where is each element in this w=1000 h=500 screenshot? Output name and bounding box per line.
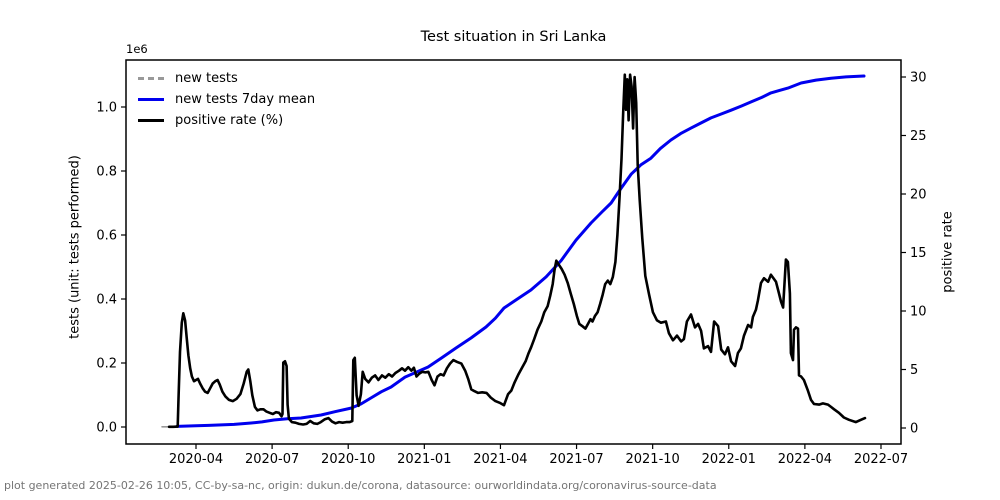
- dashed-line-swatch-icon: [138, 76, 164, 80]
- series-positive-rate--line: [167, 73, 867, 429]
- legend-item-label: new tests: [175, 70, 238, 86]
- y-left-tick-label: 0.0: [96, 421, 117, 436]
- y-right-tick-label: 0: [910, 422, 918, 437]
- legend-item-new-tests-7day-mean: new tests 7day mean: [138, 91, 316, 107]
- y-right-tick-label: 30: [910, 71, 927, 86]
- x-tick-label: 2021-01: [397, 452, 451, 467]
- y-left-tick-label: 0.8: [96, 165, 117, 180]
- data-series-group: [161, 73, 867, 429]
- y-right-tick-label: 5: [910, 363, 918, 378]
- x-tick-label: 2021-07: [549, 452, 603, 467]
- y-left-axis-ticks: 0.0 0.2 0.4 0.6 0.8 1.0: [96, 101, 126, 436]
- series-new-tests-7day-mean-line: [175, 74, 866, 428]
- y-left-axis-label: tests (unit: tests performed): [67, 155, 83, 339]
- y-right-tick-label: 15: [910, 246, 927, 261]
- y-left-offset-text: 1e6: [126, 42, 148, 56]
- chart-title: Test situation in Sri Lanka: [420, 29, 607, 45]
- y-right-axis-ticks: 0 5 10 15 20 25 30: [901, 71, 927, 437]
- y-right-tick-label: 10: [910, 305, 927, 320]
- solid-line-swatch-icon: [138, 97, 164, 101]
- x-tick-label: 2022-07: [854, 452, 908, 467]
- legend-item-label: positive rate (%): [175, 112, 284, 128]
- y-left-tick-label: 0.6: [96, 229, 117, 244]
- x-axis-ticks: 2020-04 2020-07 2020-10 2021-01 2021-04 2021-…: [169, 444, 908, 467]
- x-tick-label: 2022-04: [778, 452, 832, 467]
- x-tick-label: 2022-01: [702, 452, 756, 467]
- legend-item-new-tests: new tests: [138, 70, 315, 86]
- y-right-tick-label: 25: [910, 129, 927, 144]
- x-tick-label: 2020-04: [169, 452, 223, 467]
- footer-credit: plot generated 2025-02-26 10:05, CC-by-s…: [4, 479, 717, 492]
- x-tick-label: 2020-10: [321, 452, 375, 467]
- y-left-tick-label: 0.4: [96, 293, 117, 308]
- x-tick-label: 2020-07: [245, 452, 299, 467]
- legend-item-positive-rate: positive rate (%): [138, 112, 315, 128]
- x-tick-label: 2021-04: [473, 452, 527, 467]
- y-left-tick-label: 0.2: [96, 357, 117, 372]
- y-left-tick-label: 1.0: [96, 101, 117, 116]
- solid-line-swatch-icon: [138, 118, 164, 122]
- x-tick-label: 2021-10: [625, 452, 679, 467]
- y-right-tick-label: 20: [910, 188, 927, 203]
- legend: new tests new tests 7day mean positive r…: [138, 70, 316, 128]
- y-right-axis-label: positive rate: [940, 211, 956, 293]
- legend-item-label: new tests 7day mean: [175, 91, 316, 107]
